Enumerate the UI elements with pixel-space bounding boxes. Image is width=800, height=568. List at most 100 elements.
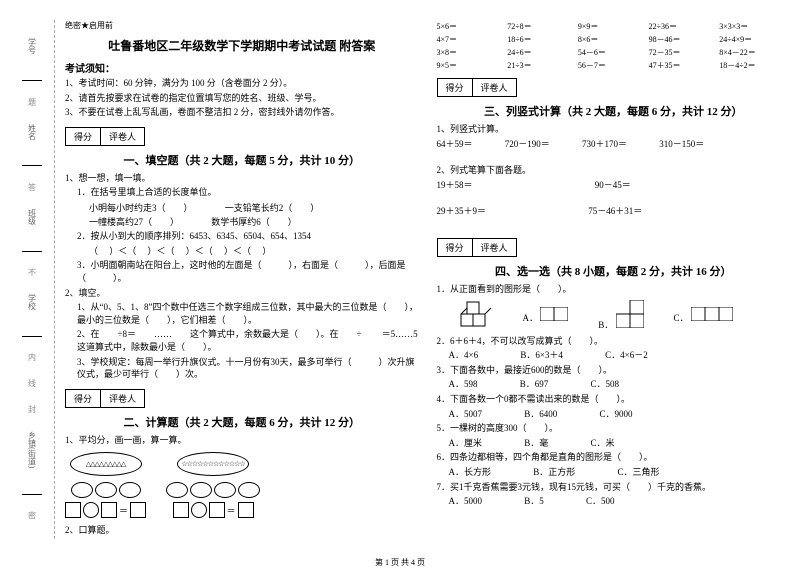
- opt: B．毫: [524, 438, 548, 448]
- q-line: 1、平均分，画一画，算一算。: [65, 434, 419, 447]
- opt: C．9000: [600, 409, 633, 419]
- binding-line: [22, 156, 42, 166]
- binding-label: 班级: [27, 209, 38, 225]
- opt-line: A．5007 B．6400 C．9000: [437, 408, 791, 421]
- calc-item: 75－46＋31＝: [588, 206, 642, 216]
- opt: C．三角形: [618, 467, 660, 477]
- opt-line: A．长方形 B．正方形 C．三角形: [437, 466, 791, 479]
- calc-item: 19＋58＝: [437, 180, 473, 190]
- q-line: 2、在 ÷8＝ …… 这个算式中，余数最大是（ ）。在 ÷ ＝5……5这道算式中…: [65, 328, 419, 353]
- oval-icon: [238, 482, 260, 498]
- opt: B．正方形: [533, 467, 575, 477]
- opt: A．5007: [449, 409, 483, 419]
- opt-line: A．4×6 B．6×3＋4 C．4×6－2: [437, 349, 791, 362]
- calc-item: 18－4÷2＝: [719, 59, 790, 72]
- calc-item: 72－35＝: [649, 46, 720, 59]
- left-column: 绝密★启用前 吐鲁番地区二年级数学下学期期中考试试题 附答案 考试须知： 1、考…: [65, 20, 419, 539]
- calc-item: 9×9＝: [578, 20, 649, 33]
- binding-line: [22, 242, 42, 252]
- seal-mark: 内: [27, 353, 38, 362]
- calc-item: 8×6＝: [578, 33, 649, 46]
- opt: A．4×6: [449, 350, 479, 360]
- q-line: 6．四条边都相等，四个角都是直角的图形是（ ）。: [437, 451, 791, 464]
- notice-line: 3、不要在试卷上乱写乱画，卷面不整洁扣 2 分，密封线外请勿作答。: [65, 106, 419, 119]
- calc-item: 54－6＝: [578, 46, 649, 59]
- seal-mark: 线: [27, 379, 38, 388]
- score-cell: 评卷人: [101, 390, 144, 407]
- calc-item: 29＋35＋9＝: [437, 206, 487, 216]
- opt-c: C．: [674, 307, 733, 324]
- oral-calc-row: 5×6＝ 72÷8＝ 9×9＝ 22÷36＝ 3×3×3＝ 4×7＝ 18÷6＝…: [437, 20, 791, 72]
- q-line: 2．按从小到大的顺序排列：6453、6345、6504、654、1354: [65, 230, 419, 243]
- score-cell: 评卷人: [473, 239, 516, 256]
- binding-label: 学号: [27, 38, 38, 54]
- cube-icon: [457, 300, 493, 330]
- circle-icon: [83, 502, 99, 518]
- q-line: 2．6＋6＋4，不可以改写成算式（ ）。: [437, 335, 791, 348]
- opt: C．米: [591, 438, 615, 448]
- q-line: 5．一棵树的高度300（ ）。: [437, 422, 791, 435]
- oval-icon: [95, 482, 117, 498]
- score-cell: 评卷人: [473, 79, 516, 96]
- section-title: 四、选一选（共 8 小题，每题 2 分，共计 16 分）: [437, 263, 791, 279]
- score-box: 得分 评卷人: [437, 238, 517, 257]
- tree-diagram: ☆☆☆☆☆☆☆☆☆☆☆☆ ＝: [166, 452, 260, 518]
- opt: B．6400: [524, 409, 557, 419]
- calc-line: 64＋59＝ 720－190＝ 730＋170＝ 310－150＝: [437, 138, 791, 151]
- binding-line: [22, 485, 42, 495]
- opt-b: B．: [598, 300, 643, 331]
- exam-title: 吐鲁番地区二年级数学下学期期中考试试题 附答案: [65, 37, 419, 54]
- binding-label: 乡镇(街道): [27, 431, 38, 468]
- opt: A．长方形: [449, 467, 492, 477]
- q-line: 1、从“0、5、1、8”四个数中任选三个数字组成三位数，其中最大的三位数是（ ）…: [65, 301, 419, 326]
- calc-item: 730＋170＝: [582, 139, 627, 149]
- calc-item: 22÷36＝: [649, 20, 720, 33]
- opt: B．697: [520, 379, 549, 389]
- opt: B．5: [524, 496, 544, 506]
- equation-row: ＝: [65, 502, 146, 518]
- notice-line: 2、请首先按要求在试卷的指定位置填写您的姓名、班级、学号。: [65, 92, 419, 105]
- q-line: 2、列式笔算下面各题。: [437, 164, 791, 177]
- seal-mark: 密: [27, 511, 38, 520]
- q-head: 1、想一想，填一填。: [65, 172, 419, 185]
- opt-line: A．厘米 B．毫 C．米: [437, 437, 791, 450]
- oval-icon: [166, 482, 188, 498]
- box-icon: [173, 502, 189, 518]
- q-line: 1．从正面看到的图形是（ ）。: [437, 283, 791, 296]
- calc-item: 64＋59＝: [437, 139, 473, 149]
- q-line: 2、口算题。: [65, 524, 419, 537]
- notice-head: 考试须知：: [65, 60, 419, 75]
- oval-top: △△△△△△△△△: [70, 452, 142, 476]
- right-column: 5×6＝ 72÷8＝ 9×9＝ 22÷36＝ 3×3×3＝ 4×7＝ 18÷6＝…: [437, 20, 791, 539]
- binding-margin: 学号 题 姓名 答 班级 不 学校 内 线 封 乡镇(街道) 密: [10, 20, 55, 539]
- opt: C．508: [591, 379, 620, 389]
- calc-item: 720－190＝: [505, 139, 550, 149]
- box-icon: [101, 502, 117, 518]
- oval-top: ☆☆☆☆☆☆☆☆☆☆☆☆: [177, 452, 249, 476]
- calc-item: 56－7＝: [578, 59, 649, 72]
- calc-item: 24÷6＝: [507, 46, 578, 59]
- score-cell: 评卷人: [101, 128, 144, 145]
- oval-row: [71, 482, 141, 498]
- score-box: 得分 评卷人: [65, 127, 145, 146]
- calc-item: 3×8＝: [437, 46, 508, 59]
- section-title: 二、计算题（共 2 大题，每题 6 分，共计 12 分）: [65, 414, 419, 430]
- score-cell: 得分: [438, 79, 473, 96]
- notice-line: 1、考试时间：60 分钟，满分为 100 分（含卷面分 2 分）。: [65, 77, 419, 90]
- opt-line: A．598 B．697 C．508: [437, 378, 791, 391]
- opt: B．6×3＋4: [520, 350, 563, 360]
- q-line: （ ）＜（ ）＜（ ）＜（ ）＜（ ）: [65, 245, 419, 258]
- box-icon: [65, 502, 81, 518]
- seal-mark: 题: [27, 98, 38, 107]
- binding-label: 学校: [27, 294, 38, 310]
- q-line: 3．下面各数中，最接近600的数是（ ）。: [437, 364, 791, 377]
- content-columns: 绝密★启用前 吐鲁番地区二年级数学下学期期中考试试题 附答案 考试须知： 1、考…: [55, 20, 790, 539]
- box-icon: [238, 502, 254, 518]
- score-cell: 得分: [438, 239, 473, 256]
- q-line: 1．在括号里填上合适的长度单位。: [65, 186, 419, 199]
- calc-item: 310－150＝: [659, 139, 704, 149]
- binding-line: [22, 327, 42, 337]
- calc-item: 47＋35＝: [649, 59, 720, 72]
- opt: A．598: [449, 379, 478, 389]
- q-row: 小明每小时约走3（ ） 一支铅笔长约2（ ）: [65, 201, 419, 215]
